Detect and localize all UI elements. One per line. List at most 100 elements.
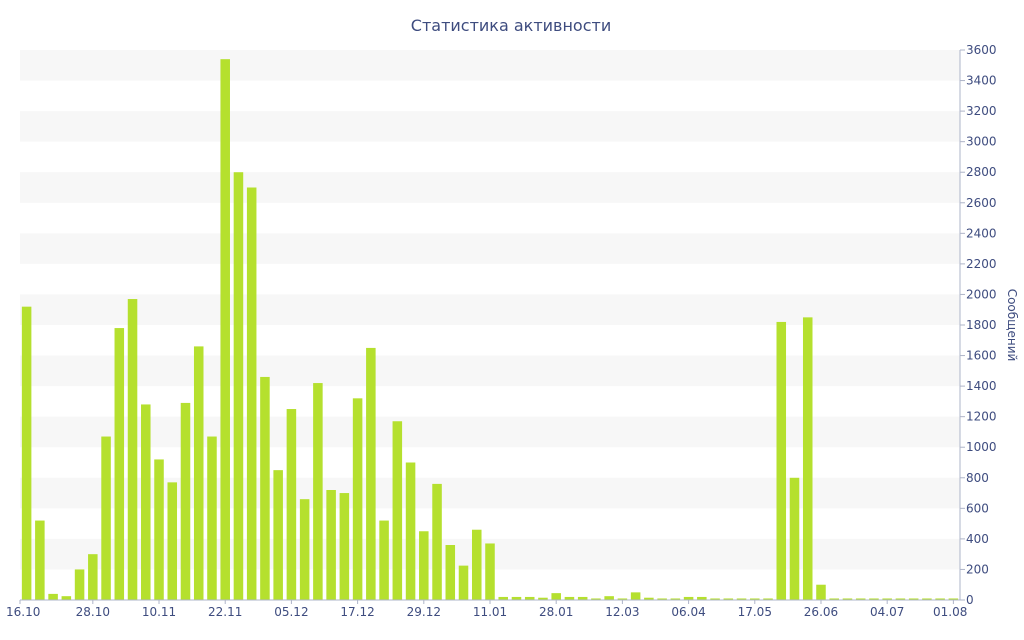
y-tick-label: 3600 (966, 43, 997, 57)
bar (101, 436, 111, 600)
bar (776, 321, 787, 600)
y-tick-label: 1200 (966, 410, 997, 424)
bar (141, 404, 151, 600)
x-axis-ticks: 16.10 28.10 10.11 22.11 05.12 17.12 29.12 11.01… (6, 600, 967, 619)
bar (207, 436, 217, 600)
bar (922, 598, 932, 600)
x-tick-label: 10.11 (142, 605, 176, 619)
bar (723, 598, 734, 600)
y-tick-label: 2200 (966, 257, 997, 271)
y-tick-label: 800 (966, 471, 989, 485)
bar (644, 597, 654, 600)
grid-band (20, 233, 960, 264)
bar (829, 598, 839, 600)
bar (882, 598, 892, 600)
bar (273, 470, 283, 600)
bar (789, 477, 800, 600)
bar (551, 593, 561, 601)
bar (114, 328, 125, 600)
y-tick-label: 2800 (966, 165, 997, 179)
bar (445, 545, 456, 600)
y-tick-label: 3000 (966, 135, 997, 149)
bar (48, 593, 58, 600)
bar (683, 596, 694, 600)
bar (604, 596, 614, 600)
x-tick-label: 16.10 (6, 605, 40, 619)
y-tick-label: 1600 (966, 349, 997, 363)
grid-band (20, 355, 960, 387)
x-tick-label: 22.11 (208, 605, 242, 619)
bar (895, 598, 906, 600)
y-tick-label: 0 (966, 593, 974, 607)
grid-band (20, 172, 960, 203)
bar (260, 376, 270, 600)
x-tick-label: 12.03 (605, 605, 639, 619)
y-tick-label: 200 (966, 562, 989, 576)
x-tick-label: 04.07 (870, 605, 904, 619)
y-tick-label: 2600 (966, 196, 997, 210)
bar (458, 565, 469, 601)
x-tick-label: 06.04 (671, 605, 705, 619)
bar (697, 596, 707, 600)
grid-band (20, 111, 960, 142)
x-tick-label: 26.06 (804, 605, 838, 619)
bar (471, 529, 482, 600)
bar (286, 409, 297, 600)
x-tick-label: 17.05 (738, 605, 772, 619)
bar (908, 598, 919, 600)
bar-series (21, 59, 959, 601)
x-tick-label: 28.01 (539, 605, 573, 619)
bar (392, 421, 403, 600)
x-tick-label: 17.12 (340, 605, 374, 619)
bar (326, 490, 336, 600)
y-tick-label: 400 (966, 532, 989, 546)
bar (842, 598, 853, 600)
bar (591, 598, 601, 600)
bar (935, 598, 945, 600)
bar (657, 598, 667, 600)
bar (763, 598, 773, 600)
bar (233, 172, 244, 600)
bar (432, 483, 442, 600)
y-axis-ticks: 0 200 400 600 800 1000 1200 1400 1600 1800 2000 220… (960, 43, 997, 607)
bar (127, 299, 138, 600)
bar (352, 398, 363, 600)
bar (88, 554, 98, 600)
chart-title: Статистика активности (411, 16, 611, 35)
bar (154, 459, 164, 600)
y-tick-label: 1400 (966, 379, 997, 393)
bar (21, 306, 32, 600)
bar (74, 569, 85, 600)
bar (710, 598, 720, 600)
bar (313, 383, 323, 600)
x-tick-label: 05.12 (274, 605, 308, 619)
bar (869, 598, 879, 600)
bar (948, 598, 959, 600)
bar (61, 596, 72, 600)
bar (220, 59, 230, 601)
bar (577, 596, 588, 600)
bar (498, 596, 508, 600)
y-tick-label: 3200 (966, 104, 997, 118)
grid-band (20, 294, 960, 325)
y-axis-label: Сообщений (1005, 289, 1019, 362)
bar (299, 499, 310, 600)
bar (193, 346, 204, 600)
y-tick-label: 3400 (966, 74, 997, 88)
bar (538, 597, 548, 600)
bar (736, 598, 747, 600)
bar (379, 520, 389, 600)
y-tick-label: 2000 (966, 287, 997, 301)
bar (816, 584, 826, 600)
x-tick-label: 01.08 (933, 605, 967, 619)
grid-band (20, 50, 960, 81)
bar (802, 317, 813, 600)
bar (670, 598, 681, 600)
bar (855, 598, 866, 600)
bar (366, 347, 376, 600)
bar (630, 592, 641, 600)
bar (511, 596, 522, 600)
y-tick-label: 600 (966, 501, 989, 515)
bar (246, 187, 257, 600)
